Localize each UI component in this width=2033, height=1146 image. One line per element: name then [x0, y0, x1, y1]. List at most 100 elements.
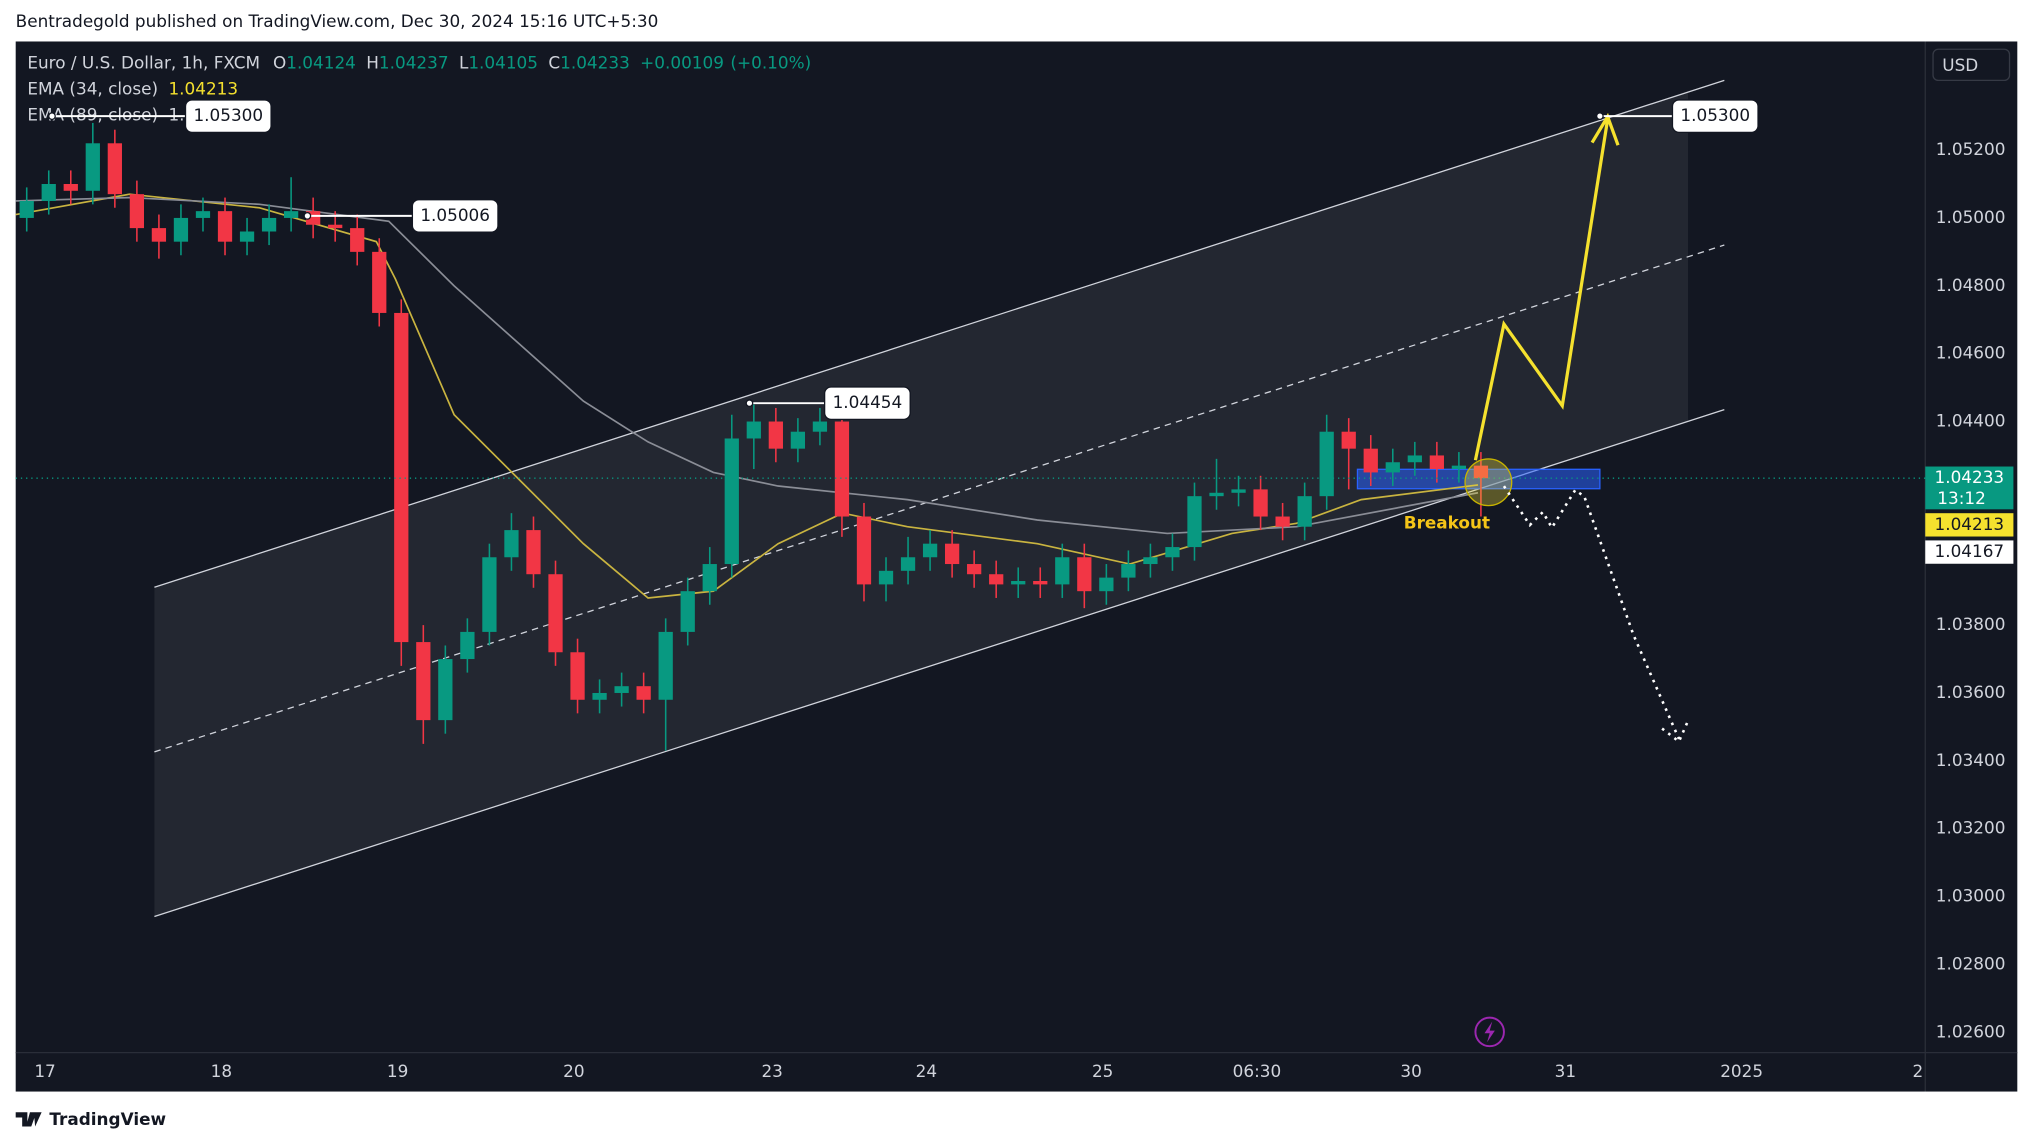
currency-button[interactable]: USD [1932, 48, 2011, 82]
candle-body [19, 200, 34, 218]
legend-value: 1.04237 [379, 53, 449, 73]
candle-body [261, 217, 277, 232]
legend-value: 1.04233 [560, 53, 630, 73]
indicator-name: EMA (89, close) [27, 104, 158, 124]
candle-body [680, 591, 695, 632]
alert-circle[interactable] [1474, 1016, 1505, 1048]
candle-body [1011, 581, 1026, 585]
candle-body [350, 228, 365, 252]
price-label-box [1671, 99, 1759, 133]
price-label-dot [1595, 112, 1604, 121]
price-label-text: 1.04454 [833, 392, 903, 412]
legend-value: 1.04124 [286, 53, 356, 73]
candle-body [878, 570, 894, 585]
x-tick-label: 30 [1400, 1061, 1421, 1081]
candle-body [570, 652, 585, 700]
legend-row: EMA (34, close) 1.04213 [27, 78, 238, 98]
legend-row: Euro / U.S. Dollar, 1h, FXCM O1.04124 H1.0… [27, 53, 811, 73]
x-tick-label: 25 [1092, 1061, 1113, 1081]
candle-body [1385, 462, 1400, 473]
candle-body [283, 211, 299, 218]
legend-key: H [366, 53, 379, 73]
indicator-name: EMA (34, close) [27, 78, 158, 98]
candle-body [394, 312, 409, 643]
candle-body [173, 217, 189, 242]
candle-body [1231, 489, 1246, 493]
x-tick-label: 17 [34, 1061, 55, 1081]
currency[interactable]: USD [1942, 55, 1978, 75]
price-label-box [823, 386, 911, 421]
candle-body [195, 211, 211, 218]
candle-body [1429, 455, 1444, 470]
y-tick-label: 1.04800 [1936, 275, 2006, 295]
candle-body [1451, 465, 1467, 470]
alert-icon[interactable] [1474, 1016, 1505, 1048]
legend-title: Euro / U.S. Dollar, 1h, FXCM [27, 53, 260, 73]
indicator-value: 1.04213 [168, 78, 238, 98]
legend-key: L [459, 53, 469, 73]
footer-logo: TradingView [15, 1109, 166, 1129]
candle-body [504, 530, 519, 558]
candle-body [372, 251, 387, 313]
candle-body [1253, 489, 1268, 517]
legend-key: O [273, 53, 286, 73]
price-tag-countdown: 13:12 [1937, 488, 1986, 508]
y-tick-label: 1.04600 [1936, 343, 2006, 363]
legend-change: +0.00109 [640, 53, 724, 73]
candle-body [1077, 557, 1092, 592]
candle-body [768, 421, 783, 449]
candle-body [636, 686, 651, 700]
candle-body [129, 194, 145, 229]
price-tag [1925, 513, 2014, 537]
alert-bolt[interactable] [1484, 1021, 1495, 1043]
candle-body [1363, 448, 1378, 473]
candle-body [1055, 557, 1070, 585]
y-tick-label: 1.05200 [1936, 139, 2006, 159]
candle-body [702, 564, 717, 592]
price-tag [1925, 466, 2014, 510]
candle-body [328, 224, 343, 229]
ema-line [15, 196, 1479, 535]
candle-body [1209, 492, 1224, 497]
candle-body [107, 143, 122, 195]
candle-body [989, 574, 1004, 585]
x-tick-label: 31 [1555, 1061, 1576, 1081]
price-label-dot [48, 112, 56, 121]
candle-body [217, 211, 233, 242]
candle-body [1473, 465, 1489, 479]
channel-lower [154, 409, 1725, 918]
candle-body [1121, 564, 1136, 578]
candle-body [944, 543, 960, 565]
candle-body [746, 421, 761, 439]
y-tick-label: 1.03200 [1936, 818, 2006, 838]
price-label-box [184, 99, 272, 133]
candle-body [1407, 455, 1422, 463]
candle-body [592, 692, 607, 700]
candle-body [900, 557, 916, 571]
candle-body [1143, 557, 1158, 565]
price-label-dot [745, 399, 754, 408]
currency-box[interactable] [1932, 48, 2011, 82]
x-tick-label: 20 [563, 1061, 584, 1081]
candle-body [834, 421, 850, 517]
candle-body [790, 431, 806, 449]
y-tick-label: 1.02600 [1936, 1021, 2006, 1041]
candle-body [41, 183, 56, 201]
bull-path [1473, 119, 1610, 461]
candle-body [85, 143, 100, 191]
price-label-text: 1.05300 [193, 105, 263, 125]
price-tag [1925, 540, 2014, 564]
candle-body [438, 659, 453, 721]
x-tick-label: 06:30 [1233, 1061, 1282, 1081]
candle-body [1099, 577, 1114, 592]
legend-key: C [548, 53, 560, 73]
y-tick-label: 1.03400 [1936, 750, 2006, 770]
breakout-label: Breakout [1404, 513, 1490, 533]
candle-body [548, 574, 563, 653]
candle-body [614, 686, 629, 693]
legend-change-percent: (+0.10%) [730, 53, 811, 73]
y-tick-label: 1.03800 [1936, 614, 2006, 634]
y-tick-label: 1.03600 [1936, 682, 2006, 702]
logo-mark [15, 1112, 42, 1127]
candle-body [856, 516, 872, 585]
